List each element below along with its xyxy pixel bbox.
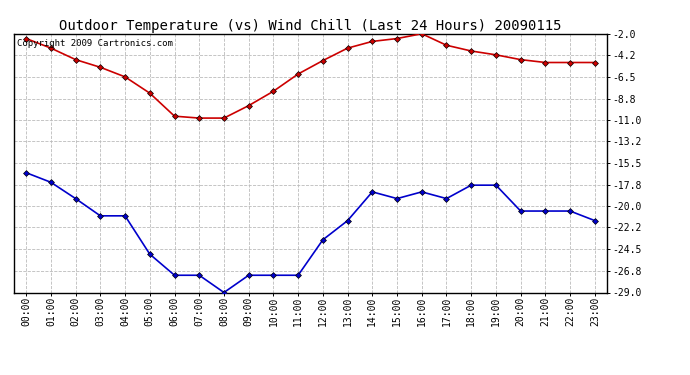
Title: Outdoor Temperature (vs) Wind Chill (Last 24 Hours) 20090115: Outdoor Temperature (vs) Wind Chill (Las… (59, 19, 562, 33)
Text: Copyright 2009 Cartronics.com: Copyright 2009 Cartronics.com (17, 39, 172, 48)
